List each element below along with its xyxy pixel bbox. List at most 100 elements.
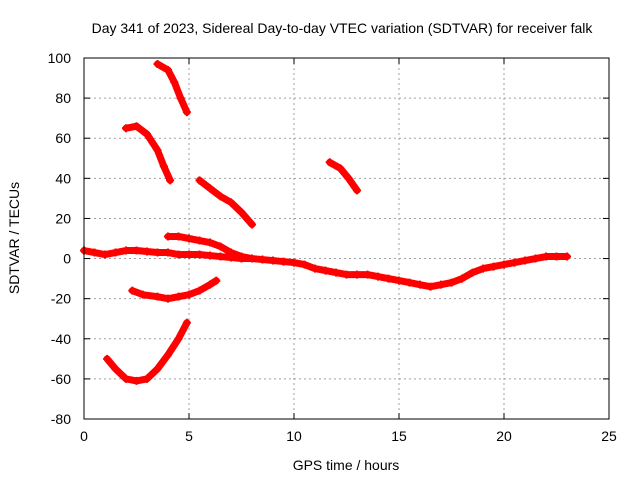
data-point [321,266,330,275]
data-point [227,248,235,257]
data-point [227,198,235,207]
data-point [164,66,172,75]
data-point [216,192,225,201]
data-point [237,208,246,217]
series-segment-high [164,232,256,263]
data-point [311,264,319,273]
data-point [353,186,361,195]
data-point [132,376,141,385]
data-point [344,174,353,183]
data-point [122,246,130,255]
data-point [437,280,445,289]
data-point [206,184,214,193]
data-point [405,278,414,287]
data-point [542,252,550,261]
data-point [174,292,183,301]
y-tick-label: 40 [55,170,71,186]
data-point [153,60,162,69]
data-point [143,247,151,256]
data-point [164,248,172,257]
y-tick-label: -80 [51,411,71,427]
data-point [185,290,193,299]
data-point [111,248,120,257]
data-point [353,270,361,279]
data-point [195,250,204,259]
data-point [138,290,147,299]
data-point [332,268,340,277]
data-point [164,232,172,241]
data-point [132,246,141,255]
data-point [258,255,267,264]
data-point [395,276,403,285]
y-axis-label: SDTVAR / TECUs [6,182,22,294]
data-point [128,286,137,295]
y-tick-label: -40 [51,331,71,347]
data-point [153,248,162,257]
chart-title: Day 341 of 2023, Sidereal Day-to-day VTE… [92,20,594,36]
data-point [166,176,175,185]
data-point [325,158,334,167]
series-arc-mid [195,176,256,229]
x-tick-label: 20 [496,428,512,444]
data-point [563,252,571,261]
data-point [426,282,435,291]
data-point [212,276,221,285]
x-tick-label: 10 [286,428,302,444]
y-tick-label: 60 [55,130,71,146]
data-point [248,220,256,229]
data-point [279,257,288,266]
data-point [342,270,351,279]
x-axis-label: GPS time / hours [293,457,400,473]
data-point [447,278,456,287]
data-point [153,292,162,301]
data-point [237,252,246,261]
data-point [363,270,372,279]
data-point [195,236,204,245]
data-point [552,252,561,261]
series-segment-low [128,276,221,303]
x-tick-label: 25 [601,428,617,444]
x-tick-label: 15 [391,428,407,444]
data-point [416,280,424,289]
data-point [458,274,466,283]
series-line [103,319,191,385]
data-point [182,108,191,117]
data-point [143,374,151,383]
data-point [206,238,214,247]
data-point [185,250,193,259]
data-point [384,274,393,283]
data-point [103,354,112,363]
data-point [153,146,162,155]
plot-frame [83,57,610,420]
series-arc-bottom [103,318,191,385]
y-tick-label: 20 [55,210,71,226]
data-point [336,164,345,173]
data-point [174,250,183,259]
data-point [216,242,225,251]
data-point [510,258,519,267]
series-line [196,176,256,228]
y-tick-label: 80 [55,90,71,106]
data-point [101,250,109,259]
data-point [164,294,172,303]
x-tick-label: 5 [185,428,193,444]
data-point [159,162,168,171]
series-line [326,158,361,194]
data-point [216,252,225,261]
y-tick-label: -20 [51,291,71,307]
series-line [154,60,191,116]
data-point [182,318,191,327]
x-tick-label: 0 [80,428,88,444]
y-tick-label: -60 [51,371,71,387]
data-point [153,364,162,373]
data-point [290,258,298,267]
axis-ticks: 0 5 10 15 20 25 -80 -60 -40 -20 0 20 40 60 80 100 [48,50,617,444]
data-series [80,60,571,385]
data-point [206,280,214,289]
series-line [128,277,220,303]
data-point [269,256,277,265]
data-point [143,130,151,139]
series-arc-top [153,60,191,117]
y-tick-label: 0 [63,251,71,267]
data-point [174,334,183,343]
